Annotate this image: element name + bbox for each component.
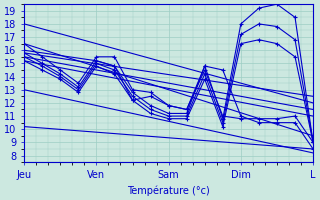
X-axis label: Température (°c): Température (°c) bbox=[127, 185, 210, 196]
